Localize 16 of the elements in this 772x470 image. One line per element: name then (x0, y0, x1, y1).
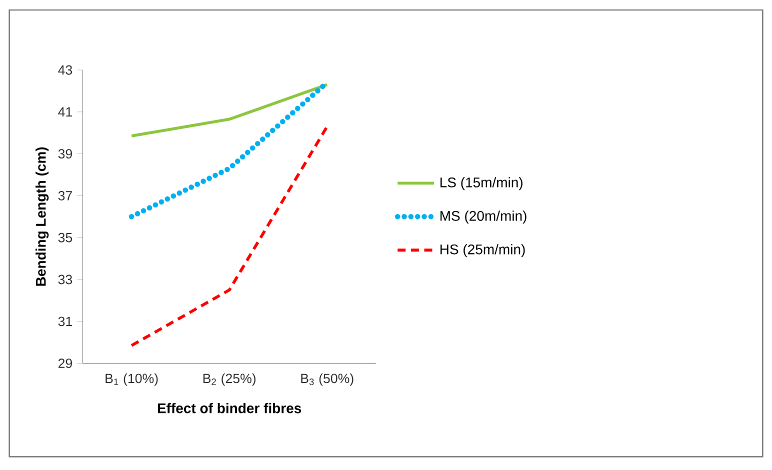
x-tick-label: B$_{1}$ (10%) (106, 373, 158, 386)
x-axis-title: Effect of binder fibres (158, 402, 302, 414)
y-tick-label: 39 (58, 149, 72, 159)
legend-label: LS (15m/min) (440, 177, 522, 190)
y-tick-label: 29 (58, 358, 72, 368)
y-tick-label: 35 (58, 232, 72, 242)
x-tick-label: B$_{3}$ (50%) (301, 373, 354, 386)
y-axis-title: Bending Length (cm) (36, 147, 49, 286)
y-tick-label: 41 (58, 107, 72, 116)
y-tick-label: 33 (58, 274, 72, 284)
legend-label: HS (25m/min) (440, 244, 525, 258)
legend-label: MS (20m/min) (440, 210, 526, 224)
x-tick-label: B$_{2}$ (25%) (203, 373, 256, 386)
y-tick-label: 37 (58, 190, 72, 200)
y-tick-label: 43 (58, 65, 72, 75)
y-tick-label: 31 (58, 316, 72, 326)
